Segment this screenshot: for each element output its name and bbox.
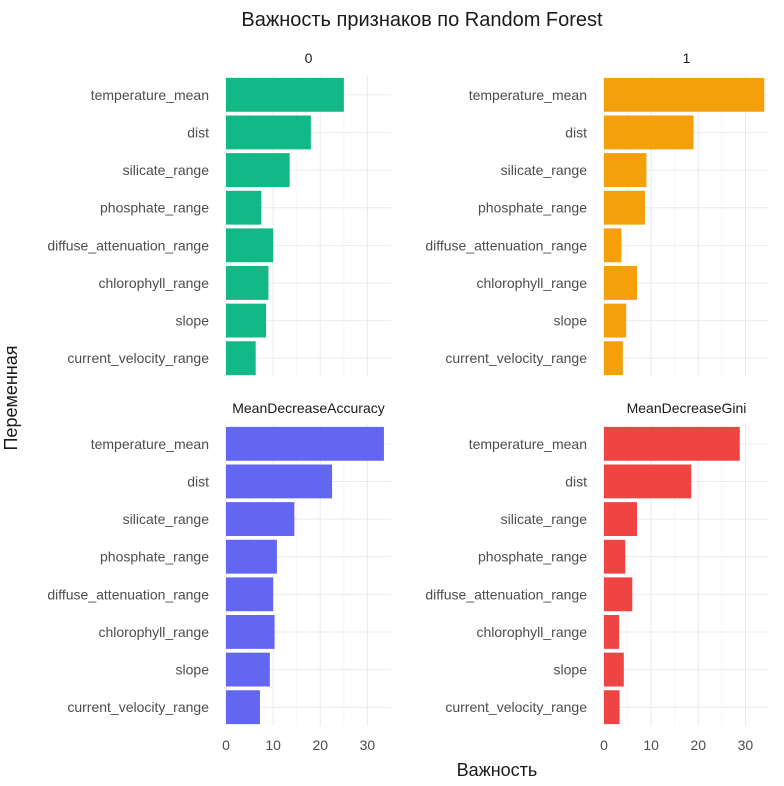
category-label: slope (176, 662, 210, 678)
bar (604, 190, 646, 225)
x-tick-label: 10 (265, 737, 281, 753)
bar (604, 502, 637, 536)
category-label: dist (565, 124, 587, 140)
category-label: silicate_range (501, 511, 588, 527)
bar (604, 77, 765, 112)
x-tick-label: 20 (312, 737, 328, 753)
bar (226, 652, 270, 687)
chart-title: Важность признаков по Random Forest (241, 9, 603, 31)
category-label: silicate_range (501, 162, 588, 178)
category-label: dist (565, 473, 587, 489)
category-label: current_velocity_range (445, 699, 587, 715)
category-label: chlorophyll_range (476, 275, 587, 291)
bar (604, 539, 626, 574)
x-tick-label: 0 (600, 737, 608, 753)
bar (226, 228, 274, 263)
bar (226, 303, 267, 338)
bar (604, 426, 740, 461)
bar (604, 303, 627, 338)
bar (604, 266, 637, 300)
facet-strip-label: 0 (305, 50, 313, 66)
bar (604, 615, 620, 649)
x-tick-label: 30 (738, 737, 754, 753)
bar (226, 77, 344, 112)
bar (604, 153, 647, 187)
category-label: chlorophyll_range (98, 624, 209, 640)
bar (226, 502, 295, 536)
bar (604, 652, 624, 687)
x-tick-label: 10 (643, 737, 659, 753)
bar (226, 426, 384, 461)
bar (604, 228, 622, 263)
category-label: chlorophyll_range (98, 275, 209, 291)
bar (604, 464, 692, 499)
category-label: current_velocity_range (67, 350, 209, 366)
category-label: temperature_mean (469, 87, 587, 103)
bar (226, 615, 275, 649)
x-tick-label: 30 (360, 737, 376, 753)
bar (226, 341, 256, 376)
facet-strip-label: MeanDecreaseAccuracy (232, 400, 385, 416)
bar (226, 190, 262, 225)
bar (604, 115, 694, 150)
x-tick-label: 0 (222, 737, 230, 753)
facet-strip-label: 1 (683, 50, 691, 66)
category-label: phosphate_range (478, 549, 587, 565)
bar (604, 690, 620, 725)
category-label: slope (176, 313, 210, 329)
category-label: current_velocity_range (445, 350, 587, 366)
category-label: silicate_range (123, 511, 210, 527)
category-label: diffuse_attenuation_range (425, 586, 587, 602)
bar (226, 577, 274, 612)
category-label: phosphate_range (100, 200, 209, 216)
category-label: diffuse_attenuation_range (47, 586, 209, 602)
facet-strip-label: MeanDecreaseGini (627, 400, 747, 416)
category-label: diffuse_attenuation_range (47, 237, 209, 253)
category-label: diffuse_attenuation_range (425, 237, 587, 253)
y-axis-title: Переменная (1, 346, 21, 451)
bar (604, 341, 623, 376)
category-label: dist (187, 473, 209, 489)
category-label: temperature_mean (469, 436, 587, 452)
category-label: chlorophyll_range (476, 624, 587, 640)
bar (226, 539, 277, 574)
bar (604, 577, 633, 612)
category-label: temperature_mean (91, 87, 209, 103)
category-label: dist (187, 124, 209, 140)
bar (226, 153, 290, 187)
category-label: phosphate_range (100, 549, 209, 565)
x-tick-label: 20 (690, 737, 706, 753)
category-label: phosphate_range (478, 200, 587, 216)
bar (226, 464, 333, 499)
bar (226, 115, 311, 150)
bar (226, 266, 269, 300)
category-label: temperature_mean (91, 436, 209, 452)
category-label: slope (554, 662, 588, 678)
category-label: silicate_range (123, 162, 210, 178)
x-axis-title: Важность (457, 760, 538, 780)
category-label: current_velocity_range (67, 699, 209, 715)
category-label: slope (554, 313, 588, 329)
bar (226, 690, 260, 725)
